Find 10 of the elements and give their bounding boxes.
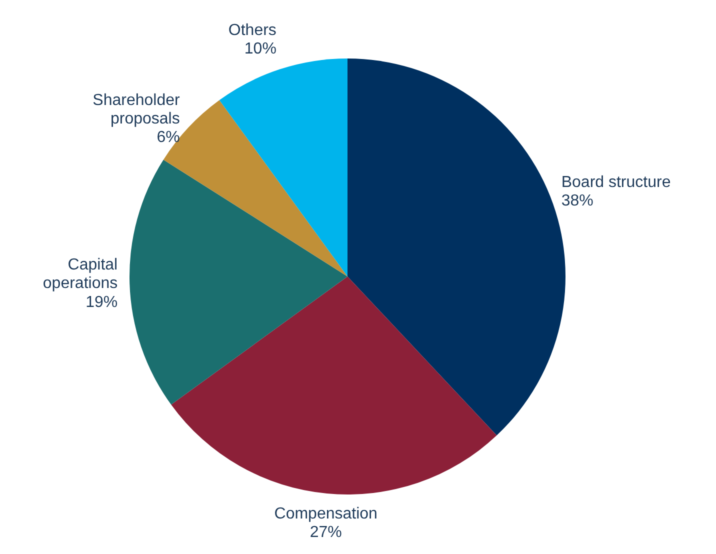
slice-label: Board structure [561,174,671,191]
data-label: 19% [86,294,118,311]
data-label: 10% [244,40,276,58]
slice-label: Shareholder proposals [92,92,181,128]
data-label: 38% [561,192,594,210]
slice-label: Others [228,22,276,40]
slice-label: Capital operations [42,256,118,292]
data-label: 27% [310,524,342,542]
slice-label: Compensation [274,505,378,522]
data-label: 6% [156,129,180,146]
